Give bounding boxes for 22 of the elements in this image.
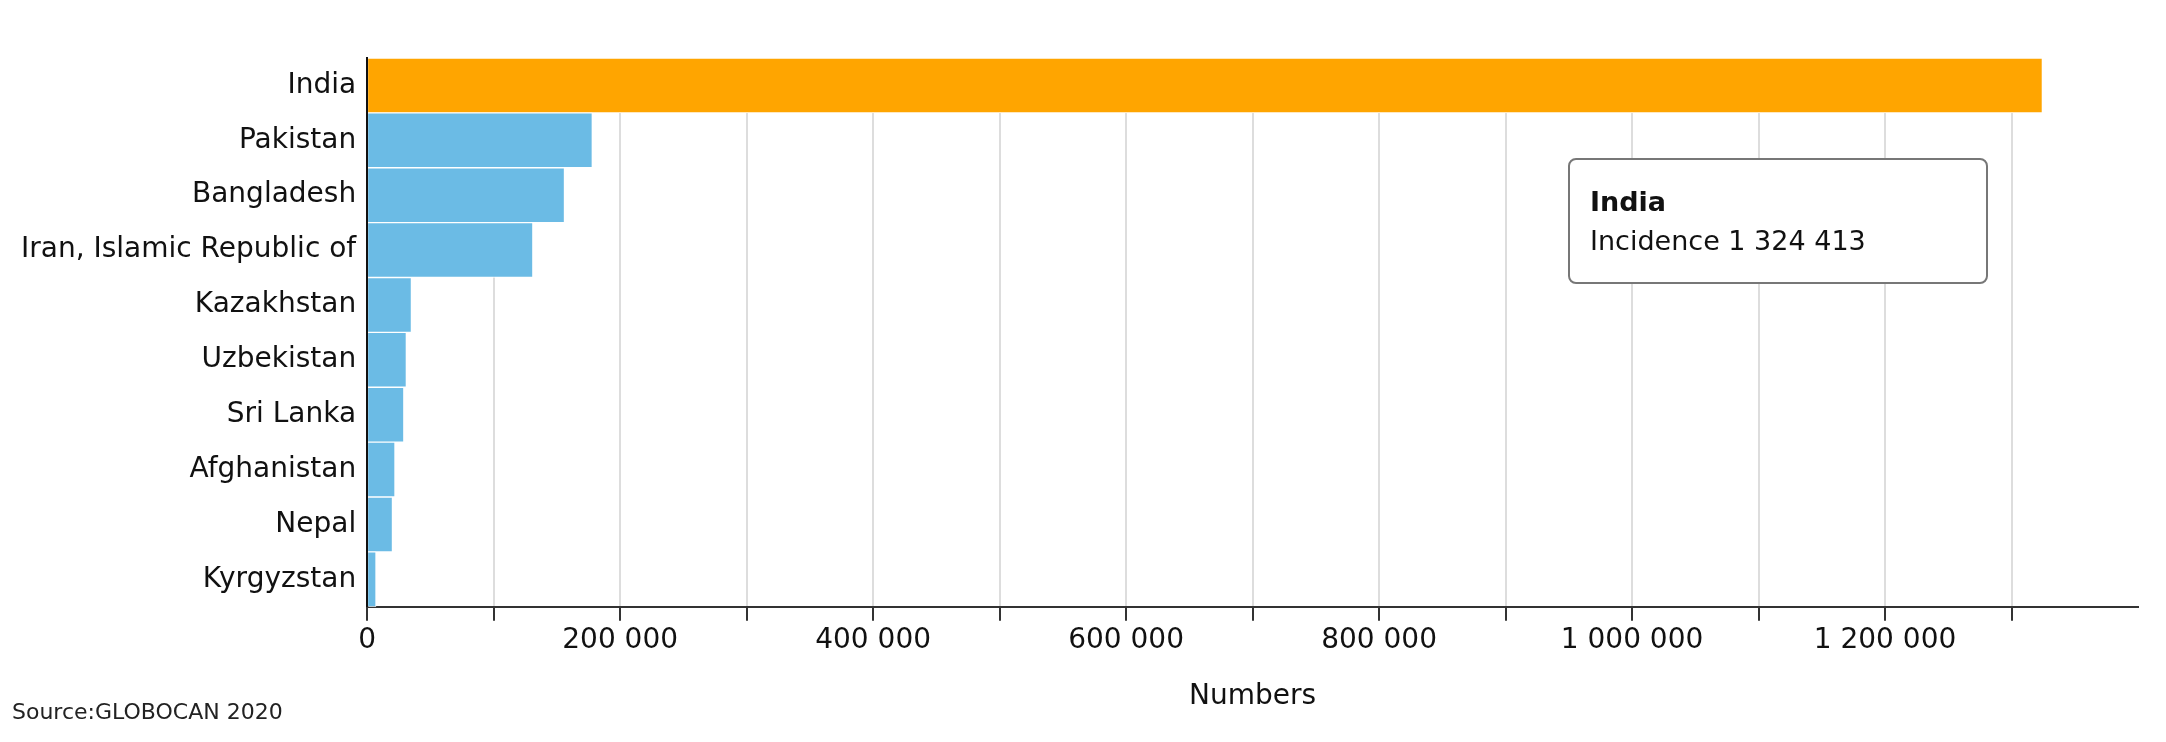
x-tick-label: 0 xyxy=(358,621,377,655)
y-tick-label: Nepal xyxy=(275,505,357,539)
tooltip-box: India Incidence 1 324 413 xyxy=(1568,158,1988,284)
y-tick-label: Kyrgyzstan xyxy=(202,560,357,594)
y-tick-label: Bangladesh xyxy=(191,176,357,210)
annotation: India xyxy=(1590,186,1668,217)
y-tick-label: Iran, Islamic Republic of xyxy=(20,231,358,265)
x-tick-label: 600 000 xyxy=(1068,621,1184,655)
y-tick-label: Afghanistan xyxy=(189,450,357,484)
y-tick-label: Sri Lanka xyxy=(226,396,357,429)
annotation: Incidence 1 324 413 xyxy=(1590,225,1867,256)
y-tick-label: Kazakhstan xyxy=(194,286,357,320)
x-tick-label: 1 000 000 xyxy=(1560,621,1704,655)
x-tick-label: 1 200 000 xyxy=(1813,621,1957,655)
y-tick-label: India xyxy=(287,66,357,100)
x-tick-label: 200 000 xyxy=(562,621,679,655)
x-axis-title: Numbers xyxy=(1189,678,1317,712)
x-tick-label: 800 000 xyxy=(1321,621,1437,655)
source-note: Source:GLOBOCAN 2020 xyxy=(12,698,283,724)
y-tick-label: Uzbekistan xyxy=(201,341,357,375)
x-tick-label: 400 000 xyxy=(815,621,932,655)
y-tick-label: Pakistan xyxy=(238,121,357,155)
